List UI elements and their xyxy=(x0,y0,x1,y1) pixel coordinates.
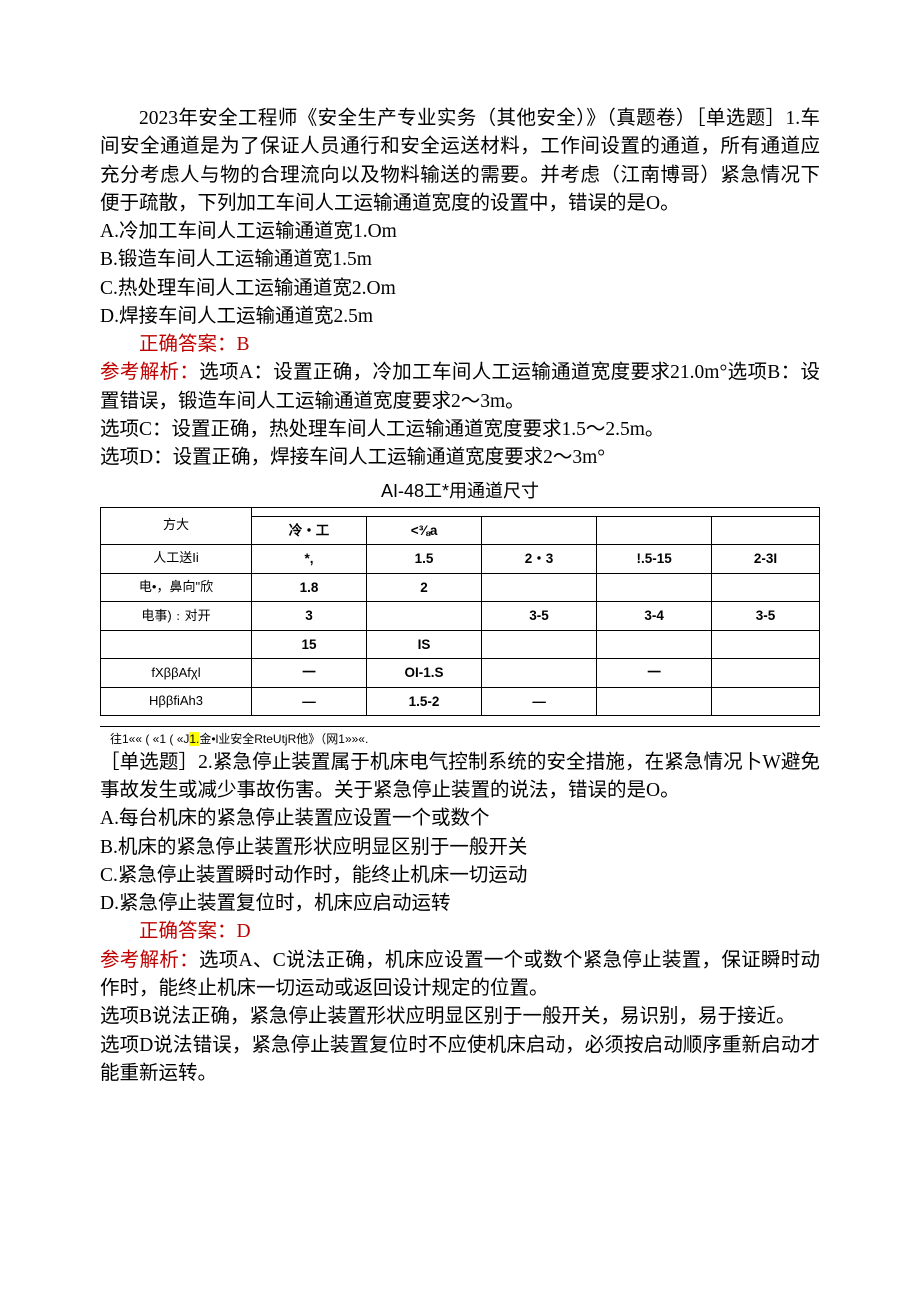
row-head: fXββAfχl xyxy=(101,659,252,688)
cell: OI-1.S xyxy=(367,659,482,688)
cell: *, xyxy=(251,545,366,574)
cell: 3-5 xyxy=(482,602,597,631)
cell xyxy=(367,602,482,631)
table-row: 人工送Ii *, 1.5 2・3 !.5-15 2-3I xyxy=(101,545,820,574)
q1-analysis-a: 选项A：设置正确，冷加工车间人工运输通道宽度要求21.0m°选项B：设置错误，锻… xyxy=(100,362,820,411)
cell: 一 xyxy=(251,659,366,688)
q1-analysis-c: 选项C：设置正确，热处理车间人工运输通道宽度要求1.5～2.5m。 xyxy=(100,416,820,444)
q1-option-c: C.热处理车间人工运输通道宽2.Om xyxy=(100,275,820,303)
table-subhead xyxy=(597,516,712,545)
table-row: 方大 xyxy=(101,507,820,516)
row-head: HββfiAh3 xyxy=(101,687,252,716)
separator-line xyxy=(100,726,820,727)
cell xyxy=(712,573,820,602)
q1-answer: 正确答案：B xyxy=(100,331,820,359)
cell: 1.5 xyxy=(367,545,482,574)
cell xyxy=(597,573,712,602)
cell xyxy=(597,687,712,716)
table-row: fXββAfχl 一 OI-1.S 一 xyxy=(101,659,820,688)
q1-option-d: D.焊接车间人工运输通道宽2.5m xyxy=(100,303,820,331)
cell: 1.8 xyxy=(251,573,366,602)
cell xyxy=(482,573,597,602)
q2-option-b: B.机床的紧急停止装置形状应明显区别于一般开关 xyxy=(100,834,820,862)
cell: IS xyxy=(367,630,482,659)
analysis-label: 参考解析： xyxy=(100,362,199,383)
cell xyxy=(482,659,597,688)
cell: 3 xyxy=(251,602,366,631)
cell: — xyxy=(482,687,597,716)
table-subhead xyxy=(482,516,597,545)
q2-option-d: D.紧急停止装置复位时，机床应启动运转 xyxy=(100,890,820,918)
q1-stem: 2023年安全工程师《安全生产专业实务（其他安全）》（真题卷）［单选题］1.车间… xyxy=(100,105,820,218)
row-head xyxy=(101,630,252,659)
table-row: HββfiAh3 — 1.5-2 — xyxy=(101,687,820,716)
table-subhead: <⅜a xyxy=(367,516,482,545)
footnote-line: 往1«« ( «1 ( «J1.金•l业安全RteUtjR他》（网1»»«. xyxy=(100,731,820,748)
dimension-table: 方大 冷・⼯ <⅜a 人工送Ii *, 1.5 2・3 !.5-15 2-3I … xyxy=(100,507,820,717)
q2-analysis-1: 参考解析：选项A、C说法正确，机床应设置一个或数个紧急停止装置，保证瞬时动作时，… xyxy=(100,947,820,1004)
cell xyxy=(712,659,820,688)
cell xyxy=(712,687,820,716)
cell: !.5-15 xyxy=(597,545,712,574)
q1-option-a: A.冷加工车间人工运输通道宽1.Om xyxy=(100,218,820,246)
table-subhead: 冷・⼯ xyxy=(251,516,366,545)
footnote-highlight: 1. xyxy=(189,732,199,746)
cell: — xyxy=(251,687,366,716)
table-head-left: 方大 xyxy=(101,507,252,545)
q2-stem: ［单选题］2.紧急停止装置属于机床电气控制系统的安全措施，在紧急情况卜W避免事故… xyxy=(100,749,820,806)
row-head: 人工送Ii xyxy=(101,545,252,574)
cell: 15 xyxy=(251,630,366,659)
q2-analysis-b: 选项B说法正确，紧急停止装置形状应明显区别于一般开关，易识别，易于接近。 xyxy=(100,1003,820,1031)
footnote-pre: 往1«« ( «1 ( «J xyxy=(110,732,189,746)
table-row: 电•，鼻向"欣 1.8 2 xyxy=(101,573,820,602)
cell xyxy=(712,630,820,659)
cell: 2・3 xyxy=(482,545,597,574)
cell xyxy=(597,630,712,659)
cell: 2-3I xyxy=(712,545,820,574)
cell: 一 xyxy=(597,659,712,688)
table-title: AI-48工*用通道尺寸 xyxy=(100,478,820,504)
q2-option-a: A.每台机床的紧急停止装置应设置一个或数个 xyxy=(100,805,820,833)
row-head: 电•，鼻向"欣 xyxy=(101,573,252,602)
q2-answer: 正确答案：D xyxy=(100,918,820,946)
table-subhead xyxy=(712,516,820,545)
q2-option-c: C.紧急停止装置瞬时动作时，能终止机床一切运动 xyxy=(100,862,820,890)
analysis-label: 参考解析： xyxy=(100,950,199,971)
q1-analysis-d: 选项D：设置正确，焊接车间人工运输通道宽度要求2～3m° xyxy=(100,444,820,472)
footnote-post: 金•l业安全RteUtjR他》（网1»»«. xyxy=(199,732,368,746)
table-row: 15 IS xyxy=(101,630,820,659)
cell: 3-4 xyxy=(597,602,712,631)
cell: 1.5-2 xyxy=(367,687,482,716)
q2-analysis-ac: 选项A、C说法正确，机床应设置一个或数个紧急停止装置，保证瞬时动作时，能终止机床… xyxy=(100,950,820,999)
cell xyxy=(482,630,597,659)
table-row: 电事)﹕对开 3 3-5 3-4 3-5 xyxy=(101,602,820,631)
q1-analysis-1: 参考解析：选项A：设置正确，冷加工车间人工运输通道宽度要求21.0m°选项B：设… xyxy=(100,359,820,416)
cell: 2 xyxy=(367,573,482,602)
cell: 3-5 xyxy=(712,602,820,631)
table-head-span xyxy=(251,507,819,516)
row-head: 电事)﹕对开 xyxy=(101,602,252,631)
q2-analysis-d: 选项D说法错误，紧急停止装置复位时不应使机床启动，必须按启动顺序重新启动才能重新… xyxy=(100,1032,820,1089)
q1-option-b: B.锻造车间人工运输通道宽1.5m xyxy=(100,246,820,274)
